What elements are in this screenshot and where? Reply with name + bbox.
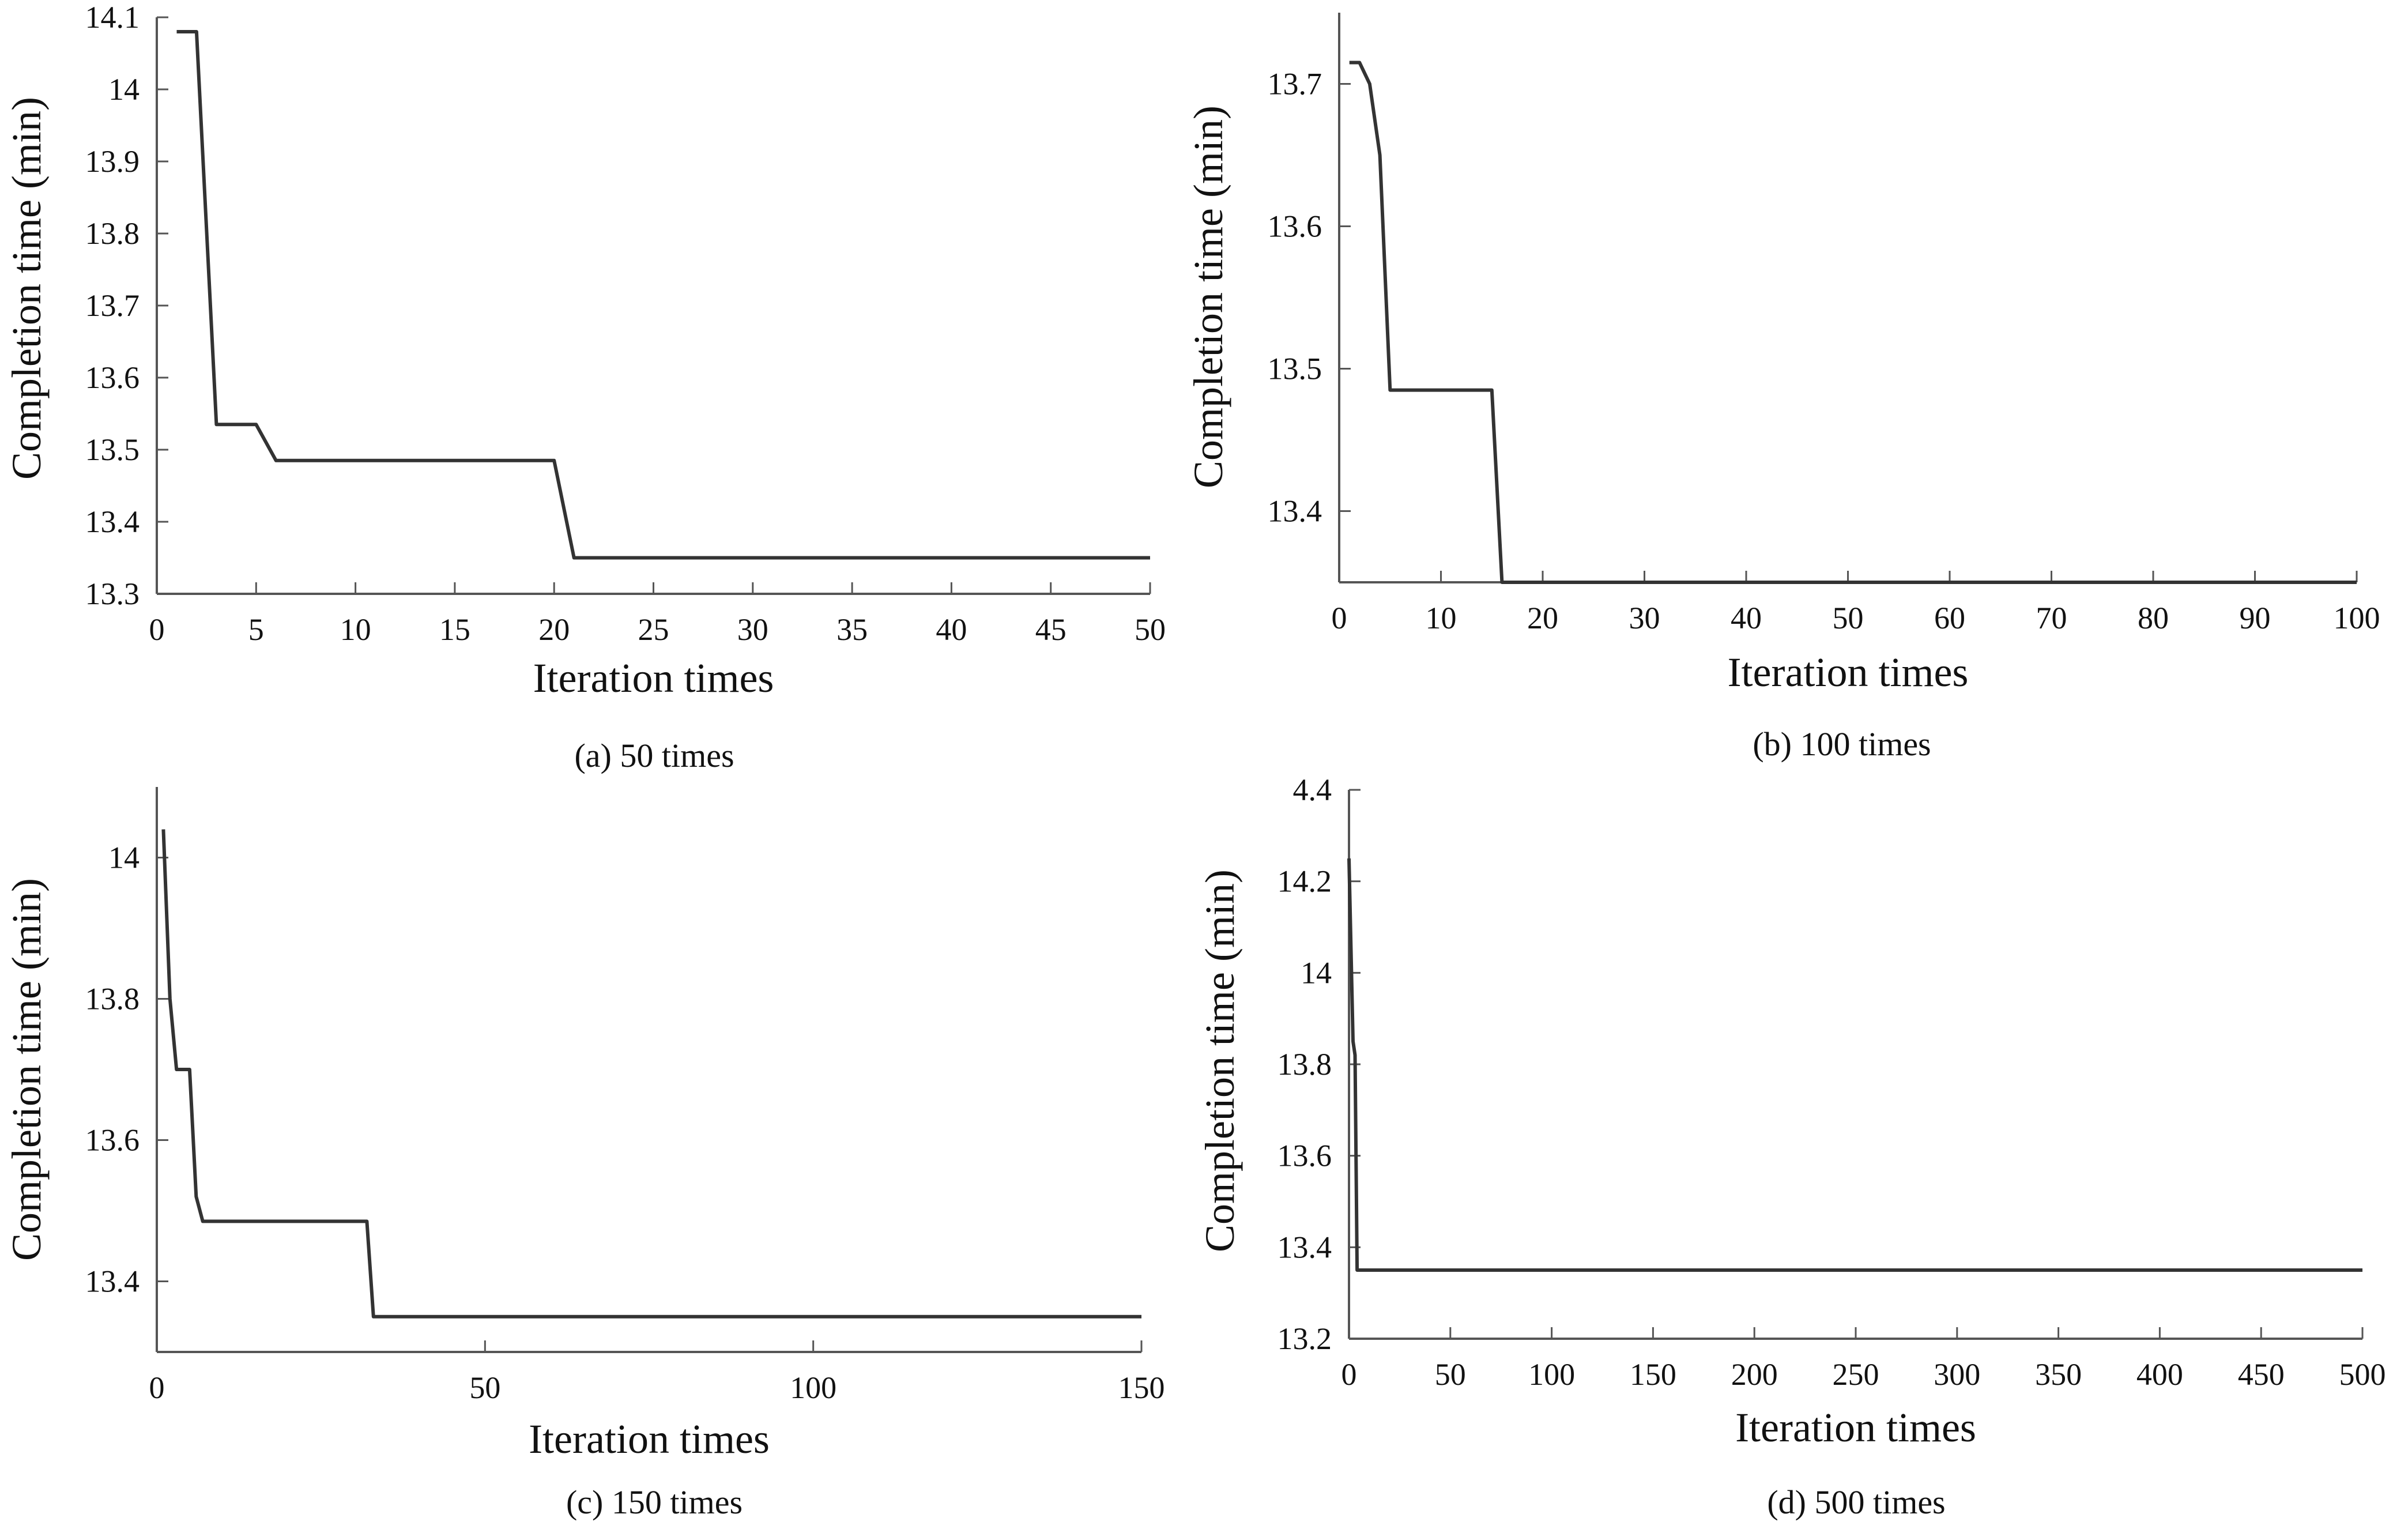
x-tick-label: 70 [2036,601,2067,635]
y-axis-title: Completion time (min) [1197,869,1243,1252]
series-line-d [1347,858,2362,1272]
x-tick-label: 50 [469,1370,500,1405]
x-tick-label: 100 [1528,1357,1575,1392]
x-tick-label: 45 [1035,612,1067,647]
series-line-a [176,30,1150,560]
x-tick-label: 30 [1629,601,1660,635]
y-axis-title: Completion time (min) [3,97,50,480]
x-tick-label: 50 [1833,601,1864,635]
x-tick-label: 30 [737,612,768,647]
panel-caption: (d) 500 times [1767,1483,1945,1521]
y-tick-label: 13.8 [85,216,140,251]
x-tick-label: 150 [1118,1370,1165,1405]
x-tick-label: 50 [1135,612,1166,647]
y-tick-label: 13.7 [1268,67,1322,101]
panel-caption: (c) 150 times [566,1483,743,1521]
y-axis-title: Completion time (min) [1185,106,1231,488]
x-tick-label: 400 [2136,1357,2183,1392]
y-tick-label: 13.8 [85,982,140,1016]
y-tick-label: 13.4 [85,504,140,539]
x-tick-label: 25 [638,612,669,647]
x-tick-label: 40 [936,612,967,647]
x-tick-label: 90 [2240,601,2271,635]
x-tick-label: 0 [1332,601,1347,635]
x-tick-label: 250 [1833,1357,1879,1392]
x-tick-label: 0 [149,612,165,647]
chart-panel-b: 0 10 20 30 40 50 60 70 80 90 100 13.4 13.5 13.6 13.7 It… [1185,13,2380,763]
x-axis-title: Iteration times [529,1416,770,1462]
y-tick-label: 13.8 [1278,1047,1332,1082]
x-tick-label: 0 [1341,1357,1357,1392]
x-tick-label: 60 [1934,601,1965,635]
x-tick-label: 50 [1435,1357,1466,1392]
series-line-c [161,829,1141,1319]
x-tick-label: 40 [1731,601,1762,635]
y-tick-label: 13.7 [85,288,140,323]
x-tick-label: 300 [1934,1357,1980,1392]
y-tick-label: 14.1 [85,0,140,35]
x-tick-label: 100 [790,1370,836,1405]
y-tick-label: 14.2 [1278,864,1332,899]
x-tick-label: 20 [1527,601,1558,635]
y-tick-label: 13.4 [1278,1230,1332,1264]
x-tick-label: 150 [1630,1357,1676,1392]
x-tick-label: 5 [248,612,264,647]
x-tick-label: 100 [2334,601,2380,635]
y-tick-label: 4.4 [1293,773,1332,807]
series-line-b [1349,61,2357,584]
y-tick-label: 14 [1301,955,1332,990]
x-tick-label: 35 [836,612,868,647]
x-axis-title: Iteration times [1728,649,1969,695]
chart-panel-a: 0 5 10 15 20 25 30 35 40 45 50 13.3 13.4 13.5 13.6 13.7… [3,0,1166,774]
y-tick-label: 13.6 [1278,1139,1332,1173]
y-tick-label: 14 [108,841,140,875]
chart-panel-c: 0 50 100 150 13.4 13.6 13.8 14 Iteration times Co… [3,787,1165,1521]
y-tick-label: 13.4 [1268,494,1322,529]
x-tick-label: 10 [340,612,371,647]
panel-caption: (a) 50 times [574,737,734,774]
x-tick-label: 200 [1731,1357,1778,1392]
x-tick-label: 450 [2238,1357,2285,1392]
y-tick-label: 13.9 [85,144,140,179]
y-tick-label: 13.6 [85,1123,140,1158]
chart-panel-d: 0 50 100 150 200 250 300 350 400 450 500 13.2 13.4 13… [1197,773,2386,1521]
x-axis-title: Iteration times [533,655,774,701]
y-axis-title: Completion time (min) [3,878,50,1261]
panel-caption: (b) 100 times [1753,725,1931,763]
y-tick-label: 13.5 [1268,352,1322,386]
y-tick-label: 14 [108,72,140,107]
x-tick-label: 80 [2138,601,2169,635]
x-axis-title: Iteration times [1735,1404,1976,1451]
x-tick-label: 10 [1426,601,1457,635]
x-tick-label: 15 [439,612,470,647]
y-tick-label: 13.3 [85,577,140,611]
x-tick-label: 20 [538,612,570,647]
x-tick-label: 500 [2339,1357,2386,1392]
y-tick-label: 13.6 [85,360,140,395]
x-tick-label: 0 [149,1370,165,1405]
y-tick-label: 13.6 [1268,209,1322,244]
y-tick-label: 13.4 [85,1264,140,1299]
y-tick-label: 13.2 [1278,1321,1332,1356]
x-tick-label: 350 [2035,1357,2082,1392]
y-tick-label: 13.5 [85,432,140,467]
